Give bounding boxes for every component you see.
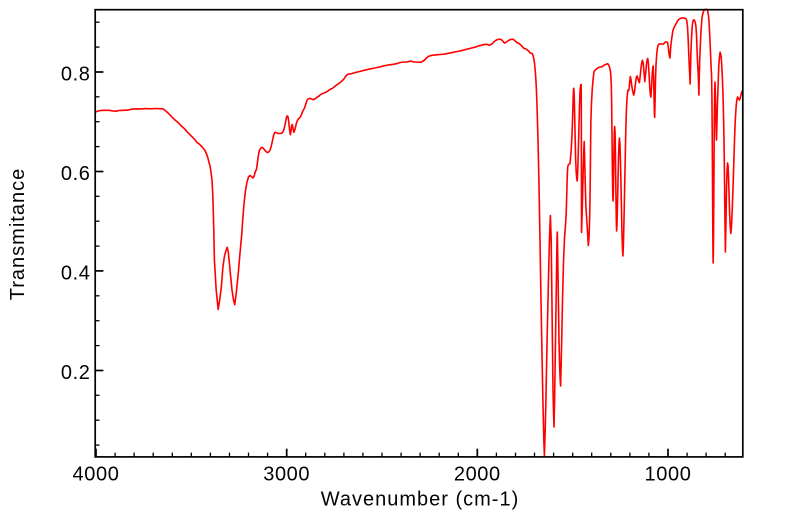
svg-text:2000: 2000 — [454, 464, 501, 486]
svg-text:0.2: 0.2 — [61, 362, 91, 384]
svg-text:1000: 1000 — [645, 464, 692, 486]
svg-text:4000: 4000 — [73, 464, 120, 486]
svg-text:0.4: 0.4 — [61, 263, 91, 285]
svg-text:3000: 3000 — [263, 464, 310, 486]
svg-text:0.6: 0.6 — [61, 163, 91, 185]
svg-text:Transmitance: Transmitance — [7, 168, 29, 300]
svg-text:0.8: 0.8 — [61, 64, 91, 86]
svg-text:Wavenumber (cm-1): Wavenumber (cm-1) — [321, 489, 520, 511]
